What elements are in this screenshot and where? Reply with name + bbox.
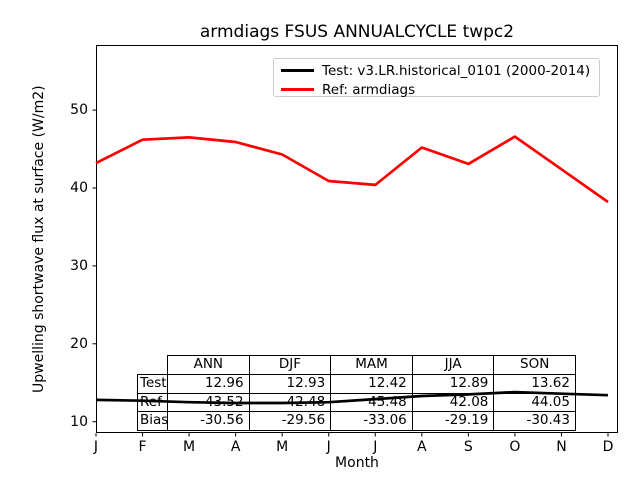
table-value-cell: 12.93	[248, 373, 332, 394]
y-tick-label: 20	[70, 335, 88, 352]
table-value-cell: 12.89	[411, 373, 495, 394]
table-row-label: Bias	[137, 411, 168, 431]
table-col-header: SON	[493, 355, 576, 375]
x-tick-label: O	[509, 439, 521, 455]
x-tick-label: S	[463, 439, 473, 455]
x-tick-label: D	[602, 439, 614, 455]
table-row-label: Test	[137, 373, 168, 394]
x-axis-label: Month	[335, 455, 379, 471]
x-tick-label: J	[326, 439, 331, 455]
legend-entry: Ref: armdiags	[281, 81, 599, 98]
y-axis-label: Upwelling shortwave flux at surface (W/m…	[31, 85, 47, 393]
y-tick-label: 10	[70, 413, 88, 430]
table-value-cell: 45.48	[330, 392, 413, 413]
x-tick-label: J	[373, 439, 378, 455]
table-value-cell: 43.52	[167, 392, 250, 413]
x-tick-label: M	[183, 439, 196, 455]
table-value-cell: 44.05	[493, 392, 576, 413]
table-value-cell: -30.56	[167, 411, 250, 431]
y-tick-label: 40	[70, 180, 88, 196]
table-value-cell: -33.06	[330, 411, 413, 431]
y-tick-label: 30	[70, 257, 88, 274]
table-row-label: Ref	[137, 392, 168, 413]
legend: Test: v3.LR.historical_0101 (2000-2014) R…	[273, 58, 600, 98]
legend-line-sample	[281, 88, 314, 91]
y-tick-label: 50	[70, 102, 88, 119]
table-value-cell: 12.42	[330, 373, 413, 394]
legend-label: Test: v3.LR.historical_0101 (2000-2014)	[322, 62, 591, 79]
table-value-cell: -29.56	[248, 411, 332, 431]
x-tick-label: N	[556, 439, 567, 455]
table-value-cell: 42.48	[248, 392, 332, 413]
table-value-cell: 12.96	[167, 373, 250, 394]
x-tick-label: M	[276, 439, 289, 455]
table-value-cell: -30.43	[493, 411, 576, 431]
legend-entry: Test: v3.LR.historical_0101 (2000-2014)	[281, 62, 599, 79]
x-tick-label: A	[230, 439, 241, 455]
x-tick-label: J	[93, 439, 99, 455]
plot-title: armdiags FSUS ANNUALCYCLE twpc2	[199, 22, 515, 42]
table-value-cell: 13.62	[493, 373, 576, 394]
x-tick-label: F	[138, 439, 147, 455]
x-tick-label: A	[417, 439, 427, 455]
legend-label: Ref: armdiags	[322, 81, 416, 98]
table-value-cell: -29.19	[411, 411, 495, 431]
table-col-header: MAM	[330, 355, 413, 375]
table-value-cell: 42.08	[411, 392, 495, 413]
legend-line-sample	[281, 69, 314, 72]
table-col-header: JJA	[411, 355, 495, 375]
axes-frame	[96, 45, 618, 433]
table-col-header: ANN	[167, 355, 250, 375]
table-col-header: DJF	[248, 355, 332, 375]
